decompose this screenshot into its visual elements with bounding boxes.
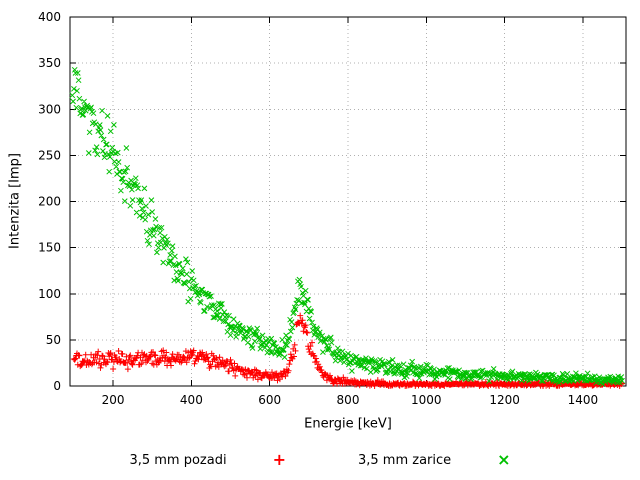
x-tick-label: 1400 [568, 393, 599, 407]
x-tick-label: 1000 [411, 393, 442, 407]
series-points-pozadi [70, 312, 626, 389]
y-tick-label: 50 [46, 333, 61, 347]
x-tick-label: 1200 [489, 393, 520, 407]
legend-label-pozadi: 3,5 mm pozadi [129, 452, 227, 468]
y-tick-label: 0 [53, 379, 61, 393]
x-tick-label: 200 [102, 393, 125, 407]
y-axis-title: Intenzita [Imp] [7, 153, 23, 249]
legend-item-zarice: 3,5 mm zarice × [358, 452, 511, 468]
legend-item-pozadi: 3,5 mm pozadi + [129, 452, 286, 468]
x-tick-label: 600 [258, 393, 281, 407]
x-tick-label: 800 [337, 393, 360, 407]
y-tick-label: 200 [38, 195, 61, 209]
y-tick-label: 250 [38, 148, 61, 162]
y-tick-label: 350 [38, 56, 61, 70]
series-points-zarice [69, 66, 625, 388]
x-tick-label: 400 [180, 393, 203, 407]
cross-marker-icon: × [497, 450, 511, 469]
x-axis-title: Energie [keV] [304, 416, 392, 432]
y-tick-label: 400 [38, 10, 61, 24]
y-tick-label: 150 [38, 241, 61, 255]
legend: 3,5 mm pozadi + 3,5 mm zarice × [0, 452, 640, 468]
legend-label-zarice: 3,5 mm zarice [357, 452, 452, 468]
plus-marker-icon: + [272, 450, 286, 469]
grid-lines [70, 17, 626, 386]
y-tick-label: 300 [38, 102, 61, 116]
y-tick-label: 100 [38, 287, 61, 301]
